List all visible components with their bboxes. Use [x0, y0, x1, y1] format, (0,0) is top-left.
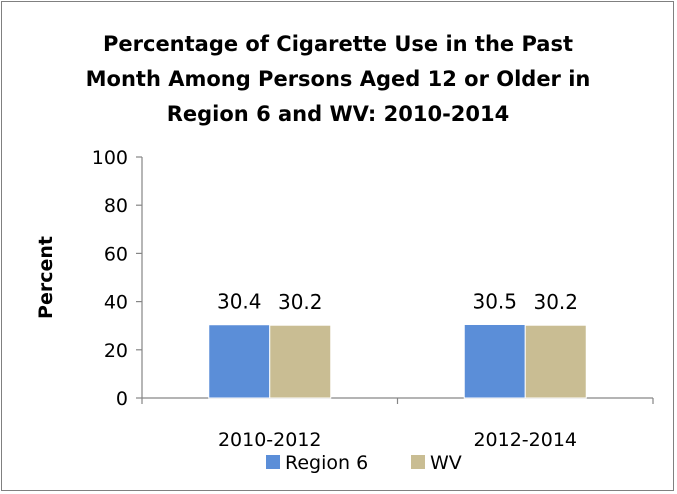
- bar-region-6: [463, 323, 526, 399]
- chart-title: Percentage of Cigarette Use in the Past M…: [86, 32, 591, 126]
- x-category-label: 2012-2014: [473, 429, 577, 451]
- chart-title-line: Region 6 and WV: 2010-2014: [167, 102, 510, 126]
- y-tick-label: 0: [116, 388, 128, 410]
- chart-title-line: Month Among Persons Aged 12 or Older in: [86, 67, 591, 91]
- x-category-label: 2010-2012: [218, 429, 322, 451]
- y-tick-label: 20: [104, 340, 128, 362]
- bars: [208, 323, 587, 399]
- legend-swatch: [266, 455, 280, 469]
- data-label: 30.2: [533, 290, 578, 314]
- legend-swatch: [411, 455, 425, 469]
- axes: 0 20 40 60 80 100 2010-2012 2012-2014 Percent: [35, 147, 654, 451]
- data-label: 30.2: [278, 290, 323, 314]
- y-tick-label: 40: [104, 292, 128, 314]
- data-label: 30.5: [472, 289, 517, 313]
- bar-wv: [269, 324, 332, 399]
- legend-label: Region 6: [285, 452, 368, 474]
- y-tick-label: 100: [92, 147, 128, 169]
- data-labels: 30.4 30.2 30.5 30.2: [217, 289, 578, 314]
- data-label: 30.4: [217, 290, 262, 314]
- chart-title-line: Percentage of Cigarette Use in the Past: [103, 32, 573, 56]
- legend-label: WV: [430, 452, 462, 474]
- bar-region-6: [208, 324, 271, 399]
- legend: Region 6 WV: [266, 452, 462, 474]
- bar-wv: [524, 324, 587, 399]
- y-tick-label: 80: [104, 195, 128, 217]
- y-axis-title: Percent: [35, 236, 57, 319]
- y-tick-label: 60: [104, 243, 128, 265]
